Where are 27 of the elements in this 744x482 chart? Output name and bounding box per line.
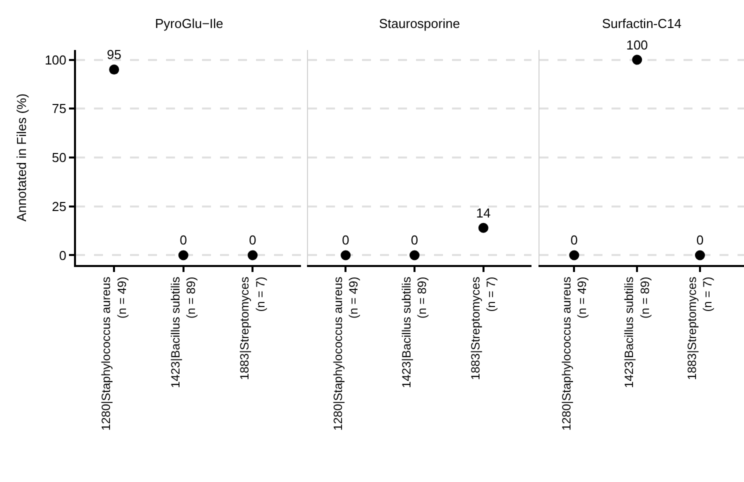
x-tick-label: 1280|Staphylococcus aureus (n = 49) bbox=[99, 276, 129, 431]
x-tick-label: 1883|Streptomyces (n = 7) bbox=[468, 276, 498, 380]
x-tick-label: 1883|Streptomyces (n = 7) bbox=[685, 276, 715, 380]
data-label: 100 bbox=[626, 37, 648, 52]
x-tick-label: 1883|Streptomyces (n = 7) bbox=[238, 276, 268, 380]
x-tick-label: 1280|Staphylococcus aureus (n = 49) bbox=[559, 276, 589, 431]
data-label: 0 bbox=[410, 232, 418, 248]
data-label: 14 bbox=[476, 205, 491, 220]
y-axis-title: Annotated in Files (%) bbox=[14, 94, 30, 222]
x-tick-label: 1423|Bacillus subtilis (n = 89) bbox=[400, 276, 430, 388]
y-tick-label: 50 bbox=[52, 150, 66, 166]
x-tick-label: 1423|Bacillus subtilis (n = 89) bbox=[168, 276, 198, 388]
data-label: 0 bbox=[342, 232, 350, 248]
chart-title: PyroGlu−Ile bbox=[155, 16, 224, 31]
data-label: 0 bbox=[249, 232, 256, 248]
x-tick-label: 1280|Staphylococcus aureus (n = 49) bbox=[330, 276, 360, 431]
data-label: 0 bbox=[180, 232, 187, 248]
chart-title: Surfactin-C14 bbox=[602, 16, 682, 31]
data-label: 0 bbox=[570, 232, 578, 248]
x-tick-label: 1423|Bacillus subtilis (n = 89) bbox=[622, 276, 652, 388]
y-tick-label: 25 bbox=[52, 198, 66, 214]
data-label: 0 bbox=[696, 232, 704, 248]
y-tick-label: 75 bbox=[52, 101, 66, 116]
y-tick-label: 100 bbox=[44, 52, 66, 68]
chart-title: Staurosporine bbox=[379, 16, 460, 31]
data-label: 95 bbox=[106, 47, 122, 62]
y-tick-label: 0 bbox=[59, 248, 66, 263]
